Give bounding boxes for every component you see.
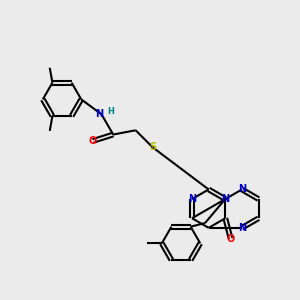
Text: N: N: [238, 223, 246, 233]
Text: S: S: [149, 142, 156, 152]
Text: O: O: [226, 233, 235, 244]
Text: O: O: [89, 136, 97, 146]
Text: N: N: [221, 194, 229, 204]
Text: N: N: [95, 109, 104, 119]
Text: N: N: [188, 194, 196, 204]
Text: N: N: [238, 184, 246, 194]
Text: H: H: [108, 106, 115, 116]
